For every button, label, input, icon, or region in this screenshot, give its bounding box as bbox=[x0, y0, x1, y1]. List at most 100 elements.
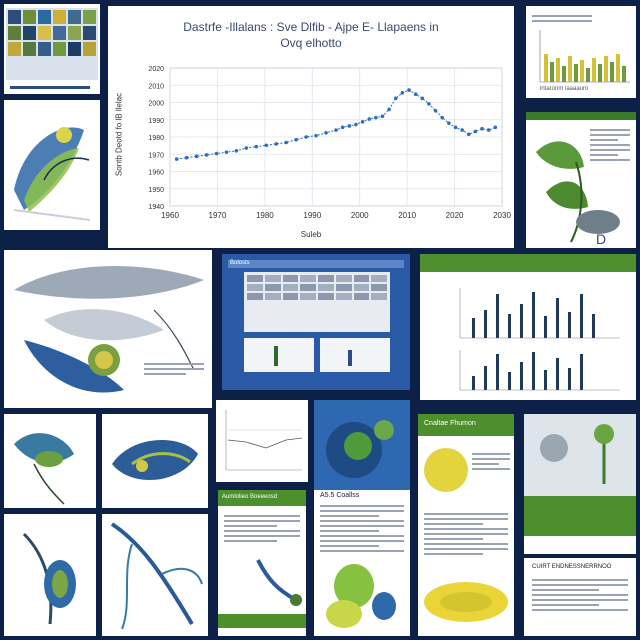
data-point bbox=[413, 92, 418, 97]
data-point bbox=[304, 135, 308, 139]
bar bbox=[568, 368, 571, 390]
data-point bbox=[284, 140, 288, 145]
table-cell bbox=[264, 293, 281, 300]
chart-thumbnail bbox=[320, 338, 390, 372]
data-point bbox=[393, 96, 398, 101]
bar bbox=[532, 352, 535, 390]
data-point bbox=[473, 129, 478, 134]
bar bbox=[580, 354, 583, 390]
bar bbox=[544, 316, 547, 338]
grid-cell bbox=[38, 10, 51, 24]
header-strip bbox=[526, 112, 636, 120]
bar bbox=[568, 312, 571, 338]
table-cell bbox=[353, 293, 370, 300]
series-line bbox=[176, 89, 496, 160]
chart-thumbnail bbox=[244, 338, 314, 372]
y-tick-label: 1990 bbox=[148, 118, 164, 125]
x-tick-label: 1980 bbox=[256, 211, 274, 220]
data-point bbox=[467, 132, 471, 137]
bar bbox=[556, 58, 560, 82]
specimen-illustration bbox=[424, 448, 508, 622]
decorative-letter: D bbox=[596, 231, 606, 247]
text-lines bbox=[472, 450, 510, 473]
bar bbox=[472, 318, 475, 338]
table-cell bbox=[282, 275, 299, 282]
bar bbox=[580, 60, 584, 82]
bar bbox=[586, 68, 590, 82]
caption-bar bbox=[10, 86, 90, 89]
data-point bbox=[234, 149, 239, 153]
data-point bbox=[380, 114, 385, 119]
botanical-sketch bbox=[14, 433, 74, 505]
grid-cell bbox=[8, 42, 21, 56]
bar bbox=[556, 358, 559, 390]
grid-cell bbox=[83, 10, 96, 24]
text-lines bbox=[424, 510, 508, 558]
illustration-panel-3 bbox=[102, 414, 208, 508]
data-point bbox=[460, 128, 464, 132]
bar bbox=[484, 310, 487, 338]
footer-text: CUIRT ENDNESSNERRNOO bbox=[532, 564, 612, 570]
data-point bbox=[360, 120, 365, 124]
bar bbox=[520, 304, 523, 338]
y-tick-label: 2020 bbox=[148, 66, 164, 73]
cover-art bbox=[314, 400, 410, 490]
table-cell bbox=[300, 275, 316, 282]
bar bbox=[484, 366, 487, 390]
text-lines bbox=[532, 576, 628, 614]
mini-chart-caption: lntarorim laaaauro bbox=[540, 86, 589, 92]
biology-book-panel: A5.5 Coallss bbox=[314, 400, 410, 636]
icon-grid bbox=[6, 8, 98, 80]
x-tick-label: 2030 bbox=[493, 211, 511, 220]
data-point bbox=[184, 155, 189, 160]
grid-cell bbox=[38, 42, 51, 56]
data-point bbox=[334, 128, 338, 132]
bar bbox=[550, 62, 554, 82]
poster-header bbox=[218, 490, 306, 506]
data-point bbox=[174, 157, 179, 161]
main-chart-panel: Dastrfe -Illalans : Sve Dlfib - Ajpe E- … bbox=[108, 6, 514, 248]
data-point bbox=[400, 91, 405, 95]
slide-header bbox=[420, 254, 636, 272]
y-tick-label: 1970 bbox=[148, 152, 164, 159]
text-lines bbox=[590, 126, 630, 164]
bar bbox=[544, 54, 548, 82]
data-table bbox=[244, 272, 390, 332]
bar bbox=[574, 64, 578, 82]
table-cell bbox=[318, 284, 334, 291]
chart-title-line2: Ovq elhotto bbox=[280, 36, 342, 50]
bar bbox=[532, 292, 535, 338]
icon-grid-panel bbox=[4, 4, 100, 94]
bar bbox=[580, 294, 583, 338]
table-cell bbox=[318, 293, 334, 300]
bar bbox=[592, 58, 596, 82]
book-title: A5.5 Coallss bbox=[320, 492, 360, 499]
data-point bbox=[440, 115, 445, 120]
data-point bbox=[433, 108, 438, 113]
data-point bbox=[324, 131, 328, 135]
grid-cell bbox=[53, 26, 66, 40]
bar bbox=[508, 372, 511, 390]
line-chart: 1960 1970 1980 1990 2000 2010 2020 2030 2020 2010… bbox=[148, 66, 511, 220]
bar bbox=[496, 354, 499, 390]
data-point bbox=[407, 88, 411, 92]
bar bbox=[598, 64, 602, 82]
data-point bbox=[204, 153, 209, 157]
bar bbox=[616, 54, 620, 82]
mini-bar-chart bbox=[539, 30, 630, 83]
slide-title: Bolosts bbox=[230, 260, 250, 266]
data-point bbox=[347, 124, 352, 128]
poster-figure bbox=[256, 559, 302, 606]
poster-footer bbox=[218, 614, 306, 628]
doc-header bbox=[418, 414, 514, 436]
table-cell bbox=[371, 293, 387, 300]
poster-heading: Aumlolieo Boeeeosd bbox=[222, 494, 278, 500]
data-point bbox=[486, 128, 491, 132]
table-cell bbox=[247, 275, 263, 282]
data-point bbox=[427, 102, 431, 106]
mini-bar-chart-panel: lntarorim laaaauro bbox=[526, 6, 636, 98]
data-point bbox=[480, 126, 484, 131]
table-cell bbox=[247, 293, 263, 300]
data-point bbox=[374, 115, 378, 120]
plant-illustration: D bbox=[536, 141, 620, 247]
